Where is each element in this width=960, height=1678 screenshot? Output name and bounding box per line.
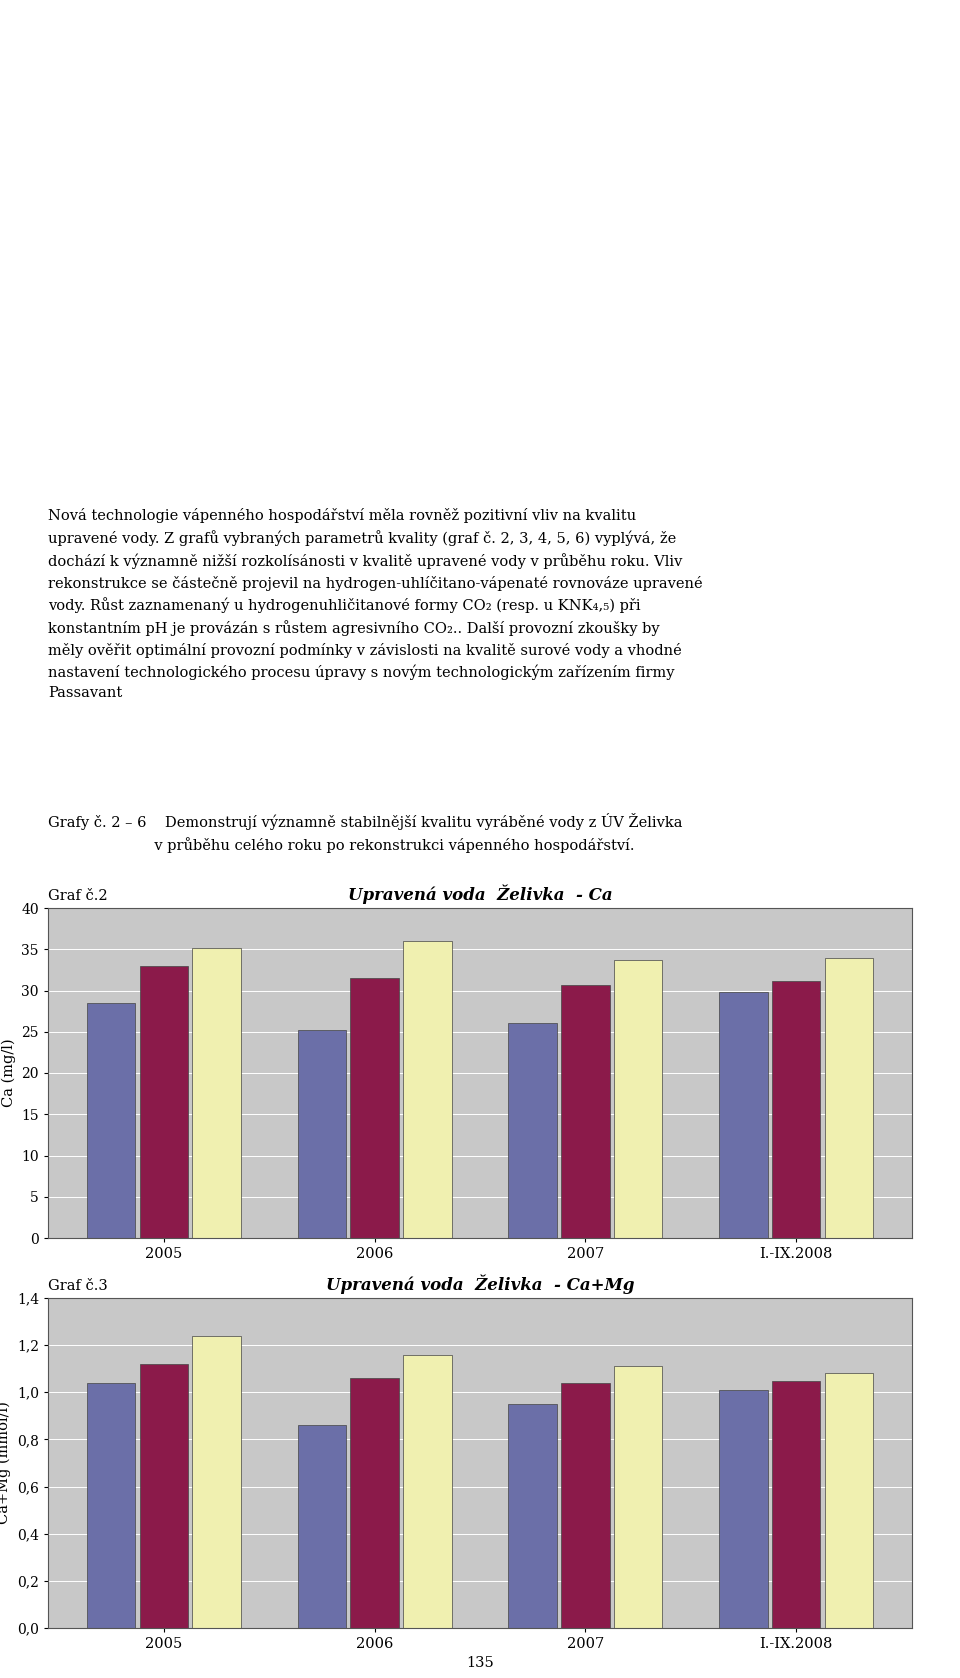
Y-axis label: Ca (mg/l): Ca (mg/l): [1, 1039, 15, 1107]
Bar: [562, 985, 610, 1238]
Title: Upravená voda  Želivka  - Ca: Upravená voda Želivka - Ca: [348, 884, 612, 904]
Legend: minimum, průměr, maximum: minimum, průměr, maximum: [310, 1304, 650, 1331]
Bar: [772, 982, 821, 1238]
Bar: [562, 1383, 610, 1628]
Bar: [403, 941, 451, 1238]
Bar: [350, 1378, 398, 1628]
Bar: [613, 1366, 662, 1628]
Bar: [350, 978, 398, 1238]
Text: Nová technologie vápenného hospodářství měla rovněž pozitivní vliv na kvalitu
up: Nová technologie vápenného hospodářství …: [48, 508, 703, 700]
Text: Grafy č. 2 – 6    Demonstrují významně stabilnější kvalitu vyráběné vody z ÚV Že: Grafy č. 2 – 6 Demonstrují významně stab…: [48, 814, 683, 852]
Bar: [772, 1381, 821, 1628]
Bar: [87, 1003, 135, 1238]
Bar: [825, 958, 873, 1238]
Bar: [192, 948, 241, 1238]
Text: Graf č.2: Graf č.2: [48, 888, 108, 903]
Bar: [298, 1030, 347, 1238]
Title: Upravená voda  Želivka  - Ca+Mg: Upravená voda Želivka - Ca+Mg: [325, 1274, 635, 1294]
Bar: [403, 1354, 451, 1628]
Bar: [139, 967, 188, 1238]
Text: Graf č.3: Graf č.3: [48, 1279, 108, 1292]
Text: 135: 135: [467, 1656, 493, 1670]
Bar: [139, 1364, 188, 1628]
Y-axis label: Ca+Mg (mmol/l): Ca+Mg (mmol/l): [0, 1401, 12, 1524]
Bar: [719, 992, 768, 1238]
Bar: [192, 1336, 241, 1628]
Bar: [509, 1022, 557, 1238]
Bar: [87, 1383, 135, 1628]
Bar: [509, 1404, 557, 1628]
Bar: [613, 960, 662, 1238]
Bar: [825, 1373, 873, 1628]
Bar: [298, 1425, 347, 1628]
Bar: [719, 1389, 768, 1628]
